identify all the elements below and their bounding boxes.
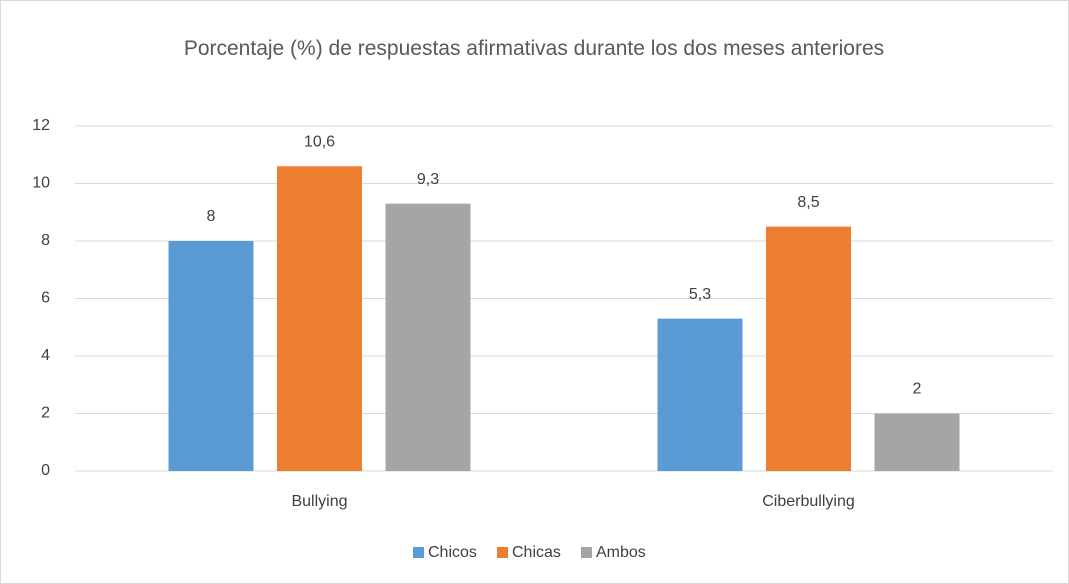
legend-swatch — [413, 547, 424, 558]
legend-label: Chicos — [428, 544, 477, 561]
y-tick-label: 12 — [32, 117, 50, 134]
bar — [168, 241, 254, 471]
bar — [385, 203, 471, 471]
y-tick-label: 10 — [32, 175, 50, 192]
y-tick-label: 2 — [41, 405, 50, 422]
value-label: 8,5 — [797, 194, 819, 211]
y-tick-label: 8 — [41, 232, 50, 249]
bar — [277, 166, 362, 471]
chart-title: Porcentaje (%) de respuestas afirmativas… — [183, 37, 885, 60]
y-tick-label: 4 — [41, 347, 50, 364]
value-label: 9,3 — [417, 171, 439, 188]
legend-swatch — [497, 547, 508, 558]
value-label: 10,6 — [304, 133, 335, 150]
legend-label: Ambos — [596, 544, 646, 561]
bar — [657, 318, 743, 471]
bar — [766, 226, 851, 471]
value-label: 2 — [913, 381, 922, 398]
bar — [874, 413, 960, 471]
x-tick-label: Ciberbullying — [762, 493, 855, 510]
value-label: 8 — [207, 208, 216, 225]
legend-swatch — [581, 547, 592, 558]
y-tick-label: 0 — [41, 462, 50, 479]
value-label: 5,3 — [689, 286, 711, 303]
legend-label: Chicas — [512, 544, 561, 561]
y-tick-label: 6 — [41, 290, 50, 307]
x-tick-label: Bullying — [291, 493, 347, 510]
